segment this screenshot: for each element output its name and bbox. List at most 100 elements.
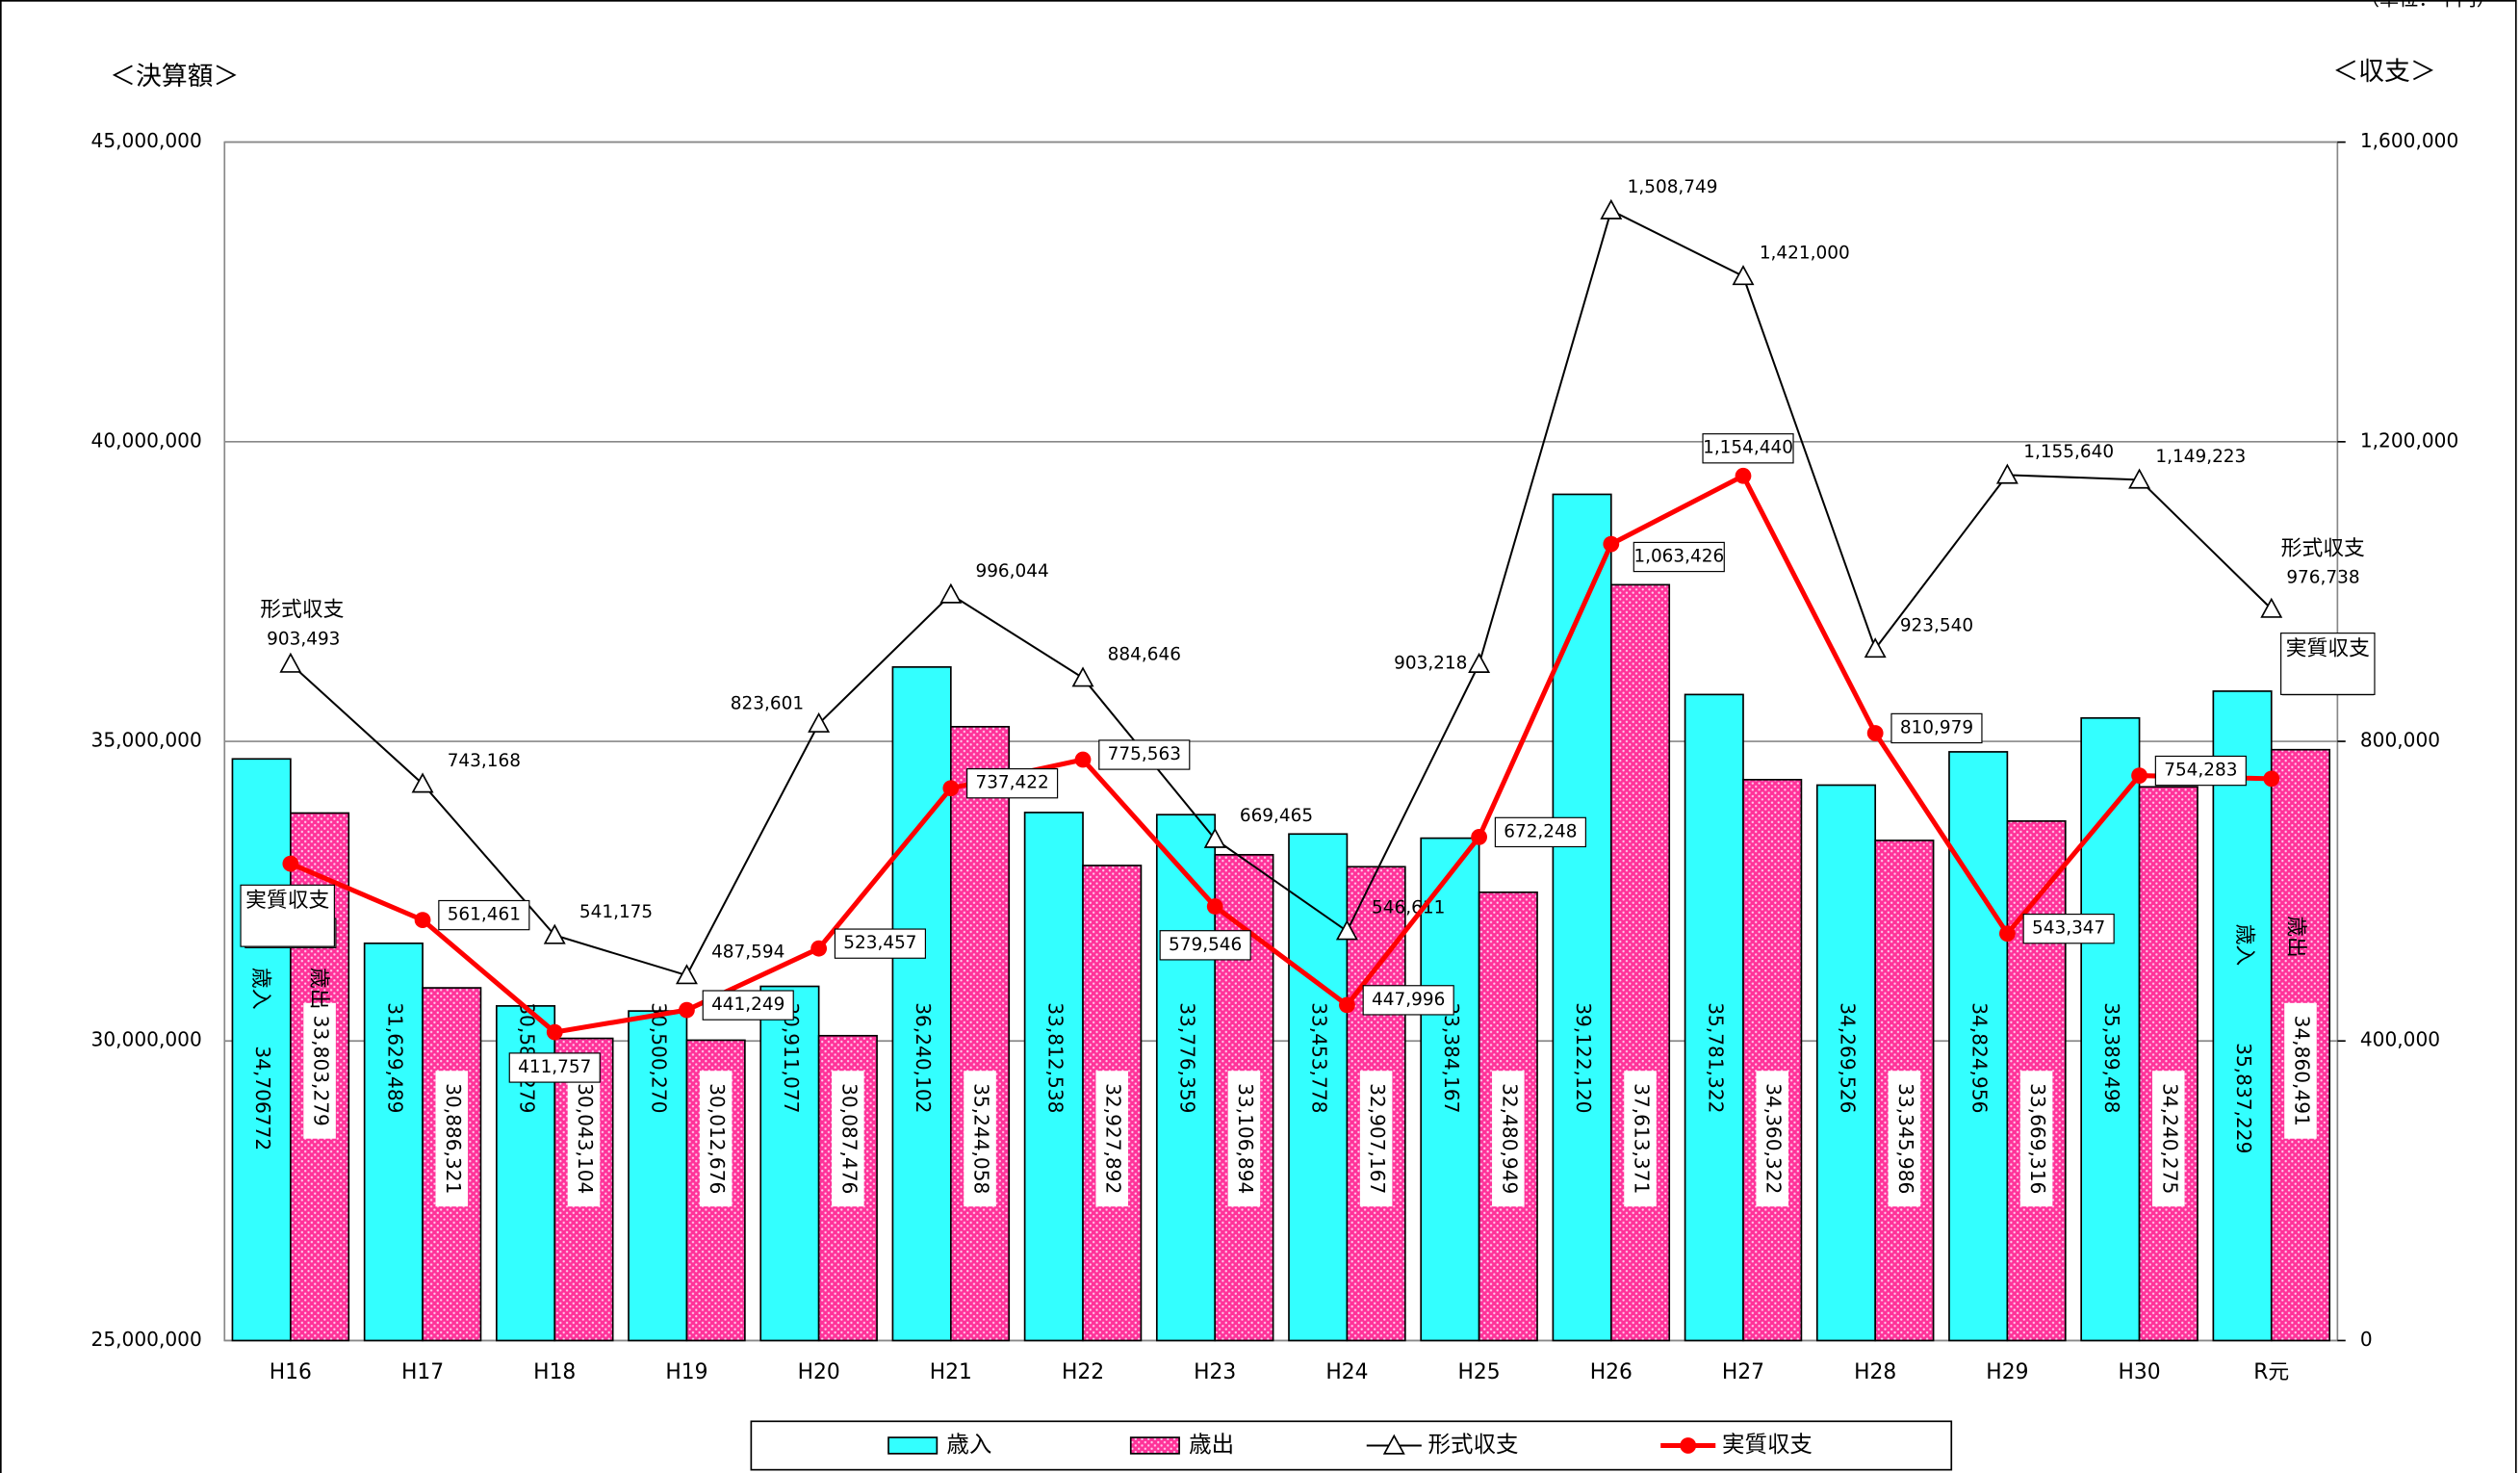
value-label-box (2154, 755, 2247, 787)
y2-tick-label: 1,200,000 (2360, 428, 2458, 452)
bar-value-label: 34,860,491 (2290, 1016, 2313, 1126)
x-tick-label: H19 (665, 1360, 707, 1384)
bar-value-label: 32,927,892 (1102, 1083, 1125, 1194)
line-value-label: 1,508,749 (1628, 177, 1718, 197)
line-value-label: 1,154,440 (1703, 438, 1793, 458)
bar-value-label: 30,012,676 (706, 1083, 729, 1194)
x-tick-label: H27 (1722, 1360, 1764, 1384)
legend-label: 形式収支 (1428, 1431, 1519, 1458)
line-value-label: 903,218 (1394, 654, 1467, 674)
x-tick-label: H24 (1325, 1360, 1368, 1384)
line-value-label: 561,461 (448, 905, 521, 925)
bar-value-label: 33,345,986 (1894, 1083, 1917, 1194)
bar-value-label: 35,244,058 (970, 1083, 993, 1194)
x-tick-label: H16 (270, 1360, 312, 1384)
bar (1288, 833, 1349, 1342)
y-tick-label: 25,000,000 (91, 1328, 202, 1351)
value-label-box (303, 1002, 336, 1139)
y2-tick-label: 400,000 (2360, 1028, 2440, 1051)
x-tick-label: H28 (1854, 1360, 1896, 1384)
marker (546, 1023, 563, 1041)
value-label-box (1492, 1071, 1525, 1207)
legend-label: 歳入 (946, 1431, 991, 1458)
marker (1071, 666, 1094, 687)
line-value-label: 487,594 (711, 943, 784, 963)
marker (942, 780, 960, 797)
annotation: 歳出 (307, 968, 331, 1010)
x-tick-label: H29 (1986, 1360, 2028, 1384)
bar (1155, 814, 1217, 1342)
bar (949, 726, 1011, 1342)
marker (1603, 535, 1620, 553)
bar-value-label: 33,106,894 (1234, 1083, 1257, 1194)
marker (1995, 463, 2019, 484)
marker (282, 855, 299, 872)
marker (1471, 829, 1487, 845)
bar-value-label: 36,240,102 (912, 1002, 935, 1113)
value-label-box (1362, 985, 1454, 1016)
bar-value-label: 31,629,489 (383, 1002, 406, 1113)
annotation: 歳入 (2232, 924, 2256, 967)
x-tick-label: H17 (401, 1360, 444, 1384)
line-value-label: 810,979 (1900, 717, 1973, 737)
value-label-box (435, 1071, 469, 1207)
annotation: 実質収支 (2286, 636, 2370, 660)
bar (2212, 690, 2273, 1342)
line-value-label: 1,155,640 (2023, 442, 2114, 462)
line-value-label: 737,422 (975, 773, 1048, 793)
y-tick-label: 45,000,000 (91, 129, 202, 152)
marker (1998, 925, 2016, 943)
bar-value-label: 33,812,538 (1043, 1002, 1067, 1113)
line-value-label: 884,646 (1108, 645, 1181, 665)
line-value-label: 976,738 (2286, 568, 2359, 588)
x-tick-label: H30 (2118, 1360, 2160, 1384)
bar-value-label: 35,389,498 (2100, 1002, 2123, 1113)
line-value-label: 1,149,223 (2155, 447, 2246, 467)
y-tick-label: 40,000,000 (91, 428, 202, 452)
bar (1023, 812, 1084, 1342)
value-label-box (964, 1071, 996, 1207)
marker (808, 711, 831, 733)
line-value-label: 823,601 (731, 694, 804, 714)
marker (675, 964, 698, 985)
line-value-label: 923,540 (1900, 615, 1973, 635)
line (290, 209, 2273, 977)
y-tick-label: 35,000,000 (91, 729, 202, 752)
left-axis-title: ＜決算額＞ (110, 62, 239, 91)
marker (2260, 597, 2283, 618)
bar (2080, 716, 2141, 1342)
marker (679, 1001, 695, 1019)
line-value-label: 775,563 (1108, 744, 1181, 764)
line-value-label: 411,757 (518, 1057, 591, 1077)
x-tick-label: H23 (1194, 1360, 1236, 1384)
marker (1732, 265, 1755, 286)
value-label-box (1888, 1071, 1921, 1207)
marker (1866, 725, 1884, 741)
bar-value-label: 37,613,371 (1631, 1083, 1654, 1194)
unit-label: （単位：千円） (2360, 0, 2496, 10)
value-label-box (1890, 712, 1983, 744)
line-value-label: 447,996 (1372, 990, 1445, 1010)
line-value-label: 672,248 (1504, 821, 1577, 841)
bar (1742, 779, 1803, 1342)
legend-box (750, 1420, 1953, 1471)
marker (1735, 467, 1752, 484)
marker (279, 652, 302, 673)
line-value-label: 1,063,426 (1633, 547, 1724, 567)
bar-value-label: 32,480,949 (1498, 1083, 1521, 1194)
line-value-label: 996,044 (975, 561, 1048, 581)
marker (1074, 751, 1092, 768)
bar-value-label: 33,776,359 (1176, 1002, 1199, 1113)
value-label-box (1702, 433, 1794, 464)
value-label-box (2151, 1071, 2185, 1207)
line-value-label: 541,175 (579, 902, 653, 922)
bar-value-label: 30,087,476 (837, 1083, 861, 1194)
legend-marker (1680, 1437, 1697, 1454)
legend-marker (1382, 1434, 1405, 1455)
value-label-box (508, 1052, 601, 1083)
value-label-box (2022, 913, 2115, 944)
annotation: 形式収支 (2281, 536, 2365, 560)
